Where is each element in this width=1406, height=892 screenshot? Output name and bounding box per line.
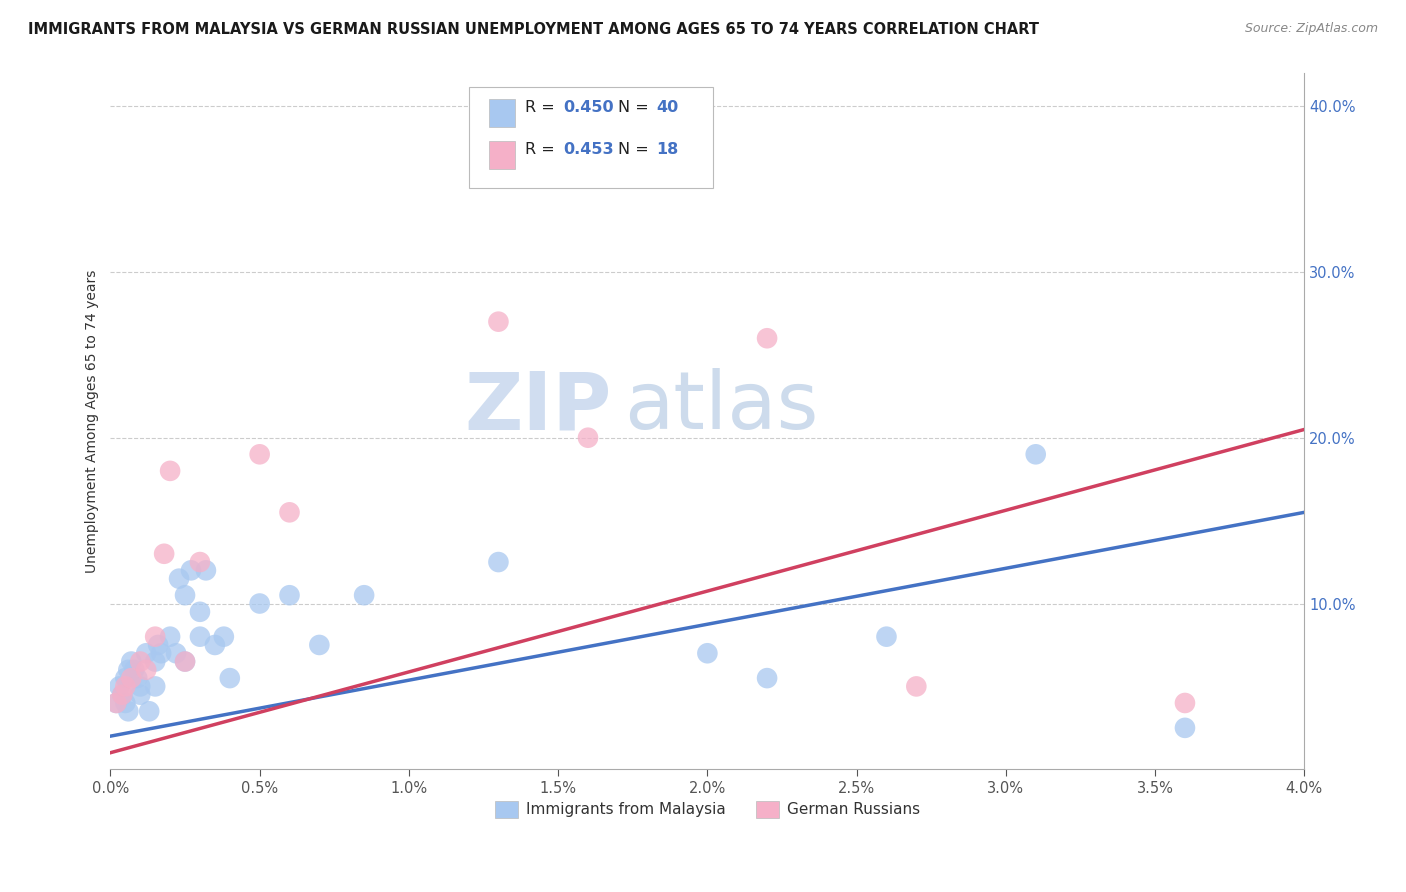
Point <box>127 671 149 685</box>
Point <box>756 331 779 345</box>
Point <box>129 680 152 694</box>
Point <box>129 655 152 669</box>
Point <box>180 563 202 577</box>
Point <box>143 655 166 669</box>
Point <box>114 680 136 694</box>
Point <box>111 688 134 702</box>
Point <box>278 588 301 602</box>
Point <box>1025 447 1047 461</box>
Point <box>194 563 217 577</box>
Point <box>353 588 375 602</box>
Text: ZIP: ZIP <box>464 368 612 446</box>
Legend: Immigrants from Malaysia, German Russians: Immigrants from Malaysia, German Russian… <box>489 795 925 824</box>
Point <box>696 646 718 660</box>
Point <box>146 638 169 652</box>
Point <box>143 630 166 644</box>
Point <box>488 555 510 569</box>
Point <box>167 572 190 586</box>
Point <box>105 696 128 710</box>
Point <box>117 704 139 718</box>
Point <box>114 696 136 710</box>
Point <box>488 315 510 329</box>
Point <box>120 671 142 685</box>
Text: Source: ZipAtlas.com: Source: ZipAtlas.com <box>1244 22 1378 36</box>
Point <box>143 680 166 694</box>
FancyBboxPatch shape <box>489 99 515 128</box>
Point <box>204 638 226 652</box>
Text: atlas: atlas <box>624 368 818 446</box>
Text: 18: 18 <box>657 142 678 157</box>
Point <box>174 655 197 669</box>
Text: 0.450: 0.450 <box>562 100 613 115</box>
Point <box>576 431 599 445</box>
Point <box>159 630 181 644</box>
Point <box>111 688 134 702</box>
FancyBboxPatch shape <box>489 141 515 169</box>
Text: 40: 40 <box>657 100 678 115</box>
FancyBboxPatch shape <box>468 87 713 188</box>
Text: 0.453: 0.453 <box>562 142 613 157</box>
Point <box>120 655 142 669</box>
Point <box>218 671 240 685</box>
Point <box>135 663 157 677</box>
Text: R =: R = <box>524 142 560 157</box>
Y-axis label: Unemployment Among Ages 65 to 74 years: Unemployment Among Ages 65 to 74 years <box>86 269 100 573</box>
Text: IMMIGRANTS FROM MALAYSIA VS GERMAN RUSSIAN UNEMPLOYMENT AMONG AGES 65 TO 74 YEAR: IMMIGRANTS FROM MALAYSIA VS GERMAN RUSSI… <box>28 22 1039 37</box>
Point <box>159 464 181 478</box>
Text: R =: R = <box>524 100 560 115</box>
Point <box>108 680 131 694</box>
Point <box>124 663 146 677</box>
Point <box>905 680 928 694</box>
Point <box>174 655 197 669</box>
Point <box>117 663 139 677</box>
Point <box>188 555 211 569</box>
Point <box>212 630 235 644</box>
Point <box>138 704 160 718</box>
Point <box>135 646 157 660</box>
Point <box>249 597 271 611</box>
Point <box>165 646 187 660</box>
Text: N =: N = <box>617 142 654 157</box>
Point <box>249 447 271 461</box>
Point <box>150 646 173 660</box>
Point <box>153 547 176 561</box>
Point <box>129 688 152 702</box>
Point <box>756 671 779 685</box>
Point <box>1174 696 1197 710</box>
Point <box>114 671 136 685</box>
Point <box>174 588 197 602</box>
Point <box>308 638 330 652</box>
Point <box>188 605 211 619</box>
Point <box>1174 721 1197 735</box>
Point <box>188 630 211 644</box>
Point <box>278 505 301 519</box>
Point <box>105 696 128 710</box>
Point <box>875 630 897 644</box>
Text: N =: N = <box>617 100 654 115</box>
